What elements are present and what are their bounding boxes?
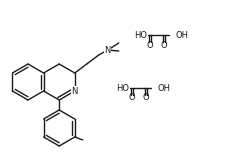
Text: O: O [147, 41, 153, 49]
Text: N: N [105, 46, 111, 55]
Text: OH: OH [158, 84, 171, 93]
Text: HO: HO [134, 30, 147, 39]
Text: HO: HO [116, 84, 129, 93]
Text: O: O [129, 94, 135, 103]
Text: OH: OH [176, 30, 189, 39]
Text: N: N [72, 86, 78, 95]
Text: O: O [143, 94, 149, 103]
Text: O: O [161, 41, 167, 49]
